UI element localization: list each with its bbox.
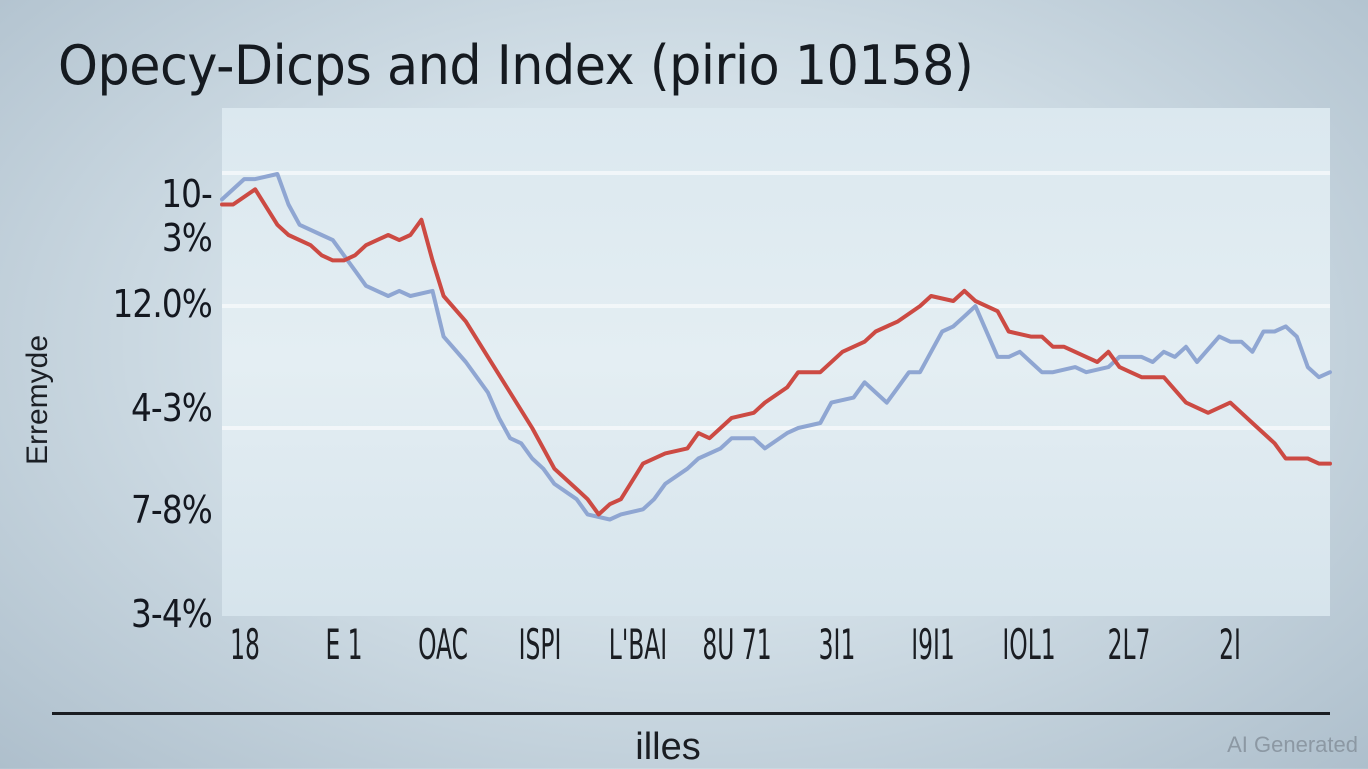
chart-title: Opecy-Dicps and Index (pirio 10158) bbox=[58, 34, 974, 97]
x-tick-label: 2I bbox=[1219, 622, 1241, 670]
series-line-1 bbox=[220, 172, 1332, 522]
x-tick-label: ISPI bbox=[518, 622, 562, 670]
x-tick-label: 18 bbox=[230, 622, 260, 670]
x-tick-label: OAC bbox=[418, 622, 468, 670]
y-tick-label: 4-3% bbox=[130, 386, 213, 430]
x-tick-label: IOL1 bbox=[1002, 622, 1056, 670]
plot-area bbox=[222, 108, 1330, 616]
x-tick-label: 8U 71 bbox=[702, 622, 772, 670]
y-tick-label: 3-4% bbox=[130, 592, 213, 636]
x-tick-label: E 1 bbox=[325, 622, 363, 670]
series-line-2 bbox=[220, 187, 1332, 517]
x-tick-label: 2L7 bbox=[1107, 622, 1151, 670]
y-tick-label: 12.0% bbox=[112, 282, 212, 326]
x-tick-label: I9I1 bbox=[911, 622, 955, 670]
gridline bbox=[222, 426, 1330, 430]
y-axis-label: Erremyde bbox=[21, 334, 54, 466]
x-axis-label: illes bbox=[635, 726, 701, 768]
x-tick-label: 3I1 bbox=[818, 622, 856, 670]
y-tick-label: 7-8% bbox=[130, 488, 213, 532]
gridline bbox=[222, 171, 1330, 175]
x-axis-line bbox=[52, 712, 1330, 715]
y-tick-label: 10-3% bbox=[161, 172, 213, 260]
x-tick-label: L'BAI bbox=[608, 622, 668, 670]
gridline bbox=[222, 304, 1330, 308]
watermark: AI Generated bbox=[1227, 732, 1358, 757]
